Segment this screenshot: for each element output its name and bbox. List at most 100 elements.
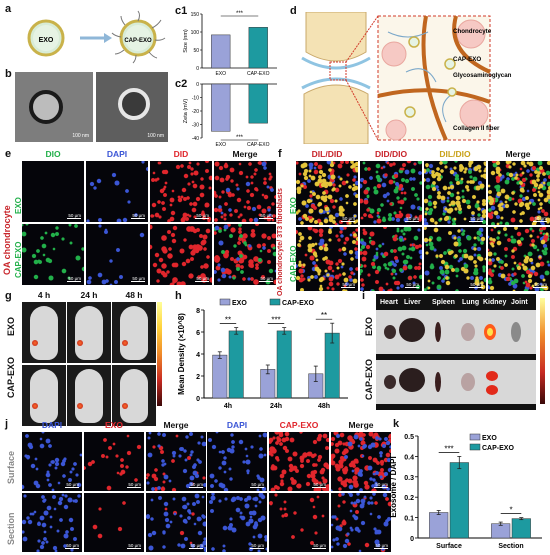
scale-bar: 50 μm [131,213,145,219]
y-tick-label: 4 [196,352,200,359]
y-tick-label: -40 [192,136,199,142]
g-mouse-image-r2-c3 [112,365,156,426]
bar-cap-exo-4h [228,330,244,399]
y-tick-label: 0 [196,82,199,88]
scale-bar: 50 μm [533,282,547,288]
j-image-r1-c2: 50 μm [84,432,144,491]
organ-kidney: Kidney [483,299,506,306]
scale-bar: 50 μm [195,276,209,282]
scale-bar: 50 μm [469,282,483,288]
fluorescence-spot [77,403,83,409]
scale-bar: 50 μm [405,216,419,222]
j-row-surface: Surface [6,450,16,484]
f-image-r1-c1: 50 μm [296,161,358,225]
scale-bar: 50 μm [189,543,203,549]
j-image-r2-c4: 50 μm [207,493,267,552]
tem-image-cap-exo: 100 nm [96,72,168,142]
significance-label: *** [236,135,244,141]
e-image-r1-c2: 50 μm [86,161,148,222]
label-cap-exo: CAP-EXO [453,56,481,63]
e-image-r2-c1: 50 μm [22,224,84,285]
y-tick-label: 0.4 [404,454,414,461]
f-header-dil-dio: DIL/DIO [439,149,471,159]
y-tick-label: 0.5 [404,434,414,441]
j-image-r2-c2: 50 μm [84,493,144,552]
scale-bar: 50 μm [312,543,326,549]
f-header-did-dio: DID/DIO [374,149,408,159]
bar-exo [211,83,231,132]
significance-label: ** [225,316,231,325]
tem-image-exo: 100 nm [15,72,93,142]
j-image-r2-c6: 50 μm [331,493,391,552]
x-tick-label: Section [498,543,523,550]
g-time-48h: 48 h [125,290,143,300]
y-axis-label: Size (nm) [183,29,189,53]
e-header-dio: DIO [45,149,61,159]
legend-swatch [469,443,481,451]
g-mouse-image-r1-c2 [67,302,111,363]
legend-label-cap-exo: CAP-EXO [482,445,514,452]
organ-heart: Heart [380,299,399,306]
legend-label-exo: EXO [232,300,247,307]
legend-label-cap-exo: CAP-EXO [282,300,314,307]
bar-exo-4h [212,354,228,399]
fluorescence-spot [122,403,128,409]
y-tick-label: 0 [410,536,414,543]
fluorescence-spot [32,340,38,346]
scale-bar: 50 μm [259,213,273,219]
x-tick-label: CAP-EXO [247,71,270,77]
e-image-r2-c3: 50 μm [150,224,212,285]
chart-c1: 0 50 100 150 Size (nm) EXO CAP-EXO *** [183,11,277,77]
legend-label-exo: EXO [482,435,497,442]
panel-label-k: k [393,418,400,430]
scale-bar: 50 μm [250,482,264,488]
f-image-r2-c3: 50 μm [424,227,486,291]
scale-bar: 50 μm [405,282,419,288]
j-header-1: DAPI [41,420,63,430]
scale-bar: 50 μm [127,482,141,488]
e-header-merge: Merge [232,149,258,159]
e-image-r2-c2: 50 μm [86,224,148,285]
scale-bar: 50 μm [67,276,81,282]
scale-bar: 50 μm [131,276,145,282]
g-mouse-image-r2-c1 [22,365,66,426]
j-header-2: EXO [105,420,123,430]
significance-label: ** [321,311,327,320]
j-image-r1-c3: 50 μm [146,432,206,491]
f-side-label: OA chondrocyte/ 3T3 fibroblasts [277,188,284,296]
j-row-section: Section [6,512,16,545]
joint-schematic: Chondrocyte CAP-EXO Glycosaminoglycan Co… [301,12,512,144]
panel-label-a: a [5,3,12,15]
x-tick-label: 48h [318,403,330,410]
e-header-did: DID [173,149,189,159]
scale-bar: 50 μm [250,543,264,549]
y-axis-label: Exosome / DAPI [389,456,398,517]
g-row-cap-exo: CAP-EXO [6,356,16,398]
e-header-dapi: DAPI [106,149,128,159]
j-image-r1-c4: 50 μm [207,432,267,491]
bar-cap-exo-surface [449,462,469,539]
chart-h: 0 2 4 6 8 Mean Density (×10^8) 4h ** 24h *** 48h **… [177,298,348,410]
colorbar-g [157,302,162,406]
g-row-exo: EXO [6,316,16,336]
x-tick-label: 4h [224,403,232,410]
significance-label: *** [444,444,453,453]
panel-label-j: j [5,418,9,430]
e-image-r1-c1: 50 μm [22,161,84,222]
e-image-r1-c3: 50 μm [150,161,212,222]
y-axis-label: Zeta (mV) [183,99,189,124]
scale-bar: 50 μm [341,282,355,288]
x-tick-label: Surface [436,543,462,550]
g-mouse-image-r1-c3 [112,302,156,363]
scale-bar: 50 μm [67,213,81,219]
panel-label-c2: c2 [175,78,188,90]
fluorescence-spot [77,340,83,346]
panel-label-d: d [290,5,297,17]
organ-spleen: Spleen [432,299,455,306]
scale-bar: 50 μm [195,213,209,219]
y-tick-label: 2 [196,374,200,381]
scale-bar: 50 μm [312,482,326,488]
x-tick-label: CAP-EXO [247,142,270,148]
y-tick-label: -10 [192,96,199,102]
i-row-exo: EXO [364,316,374,336]
